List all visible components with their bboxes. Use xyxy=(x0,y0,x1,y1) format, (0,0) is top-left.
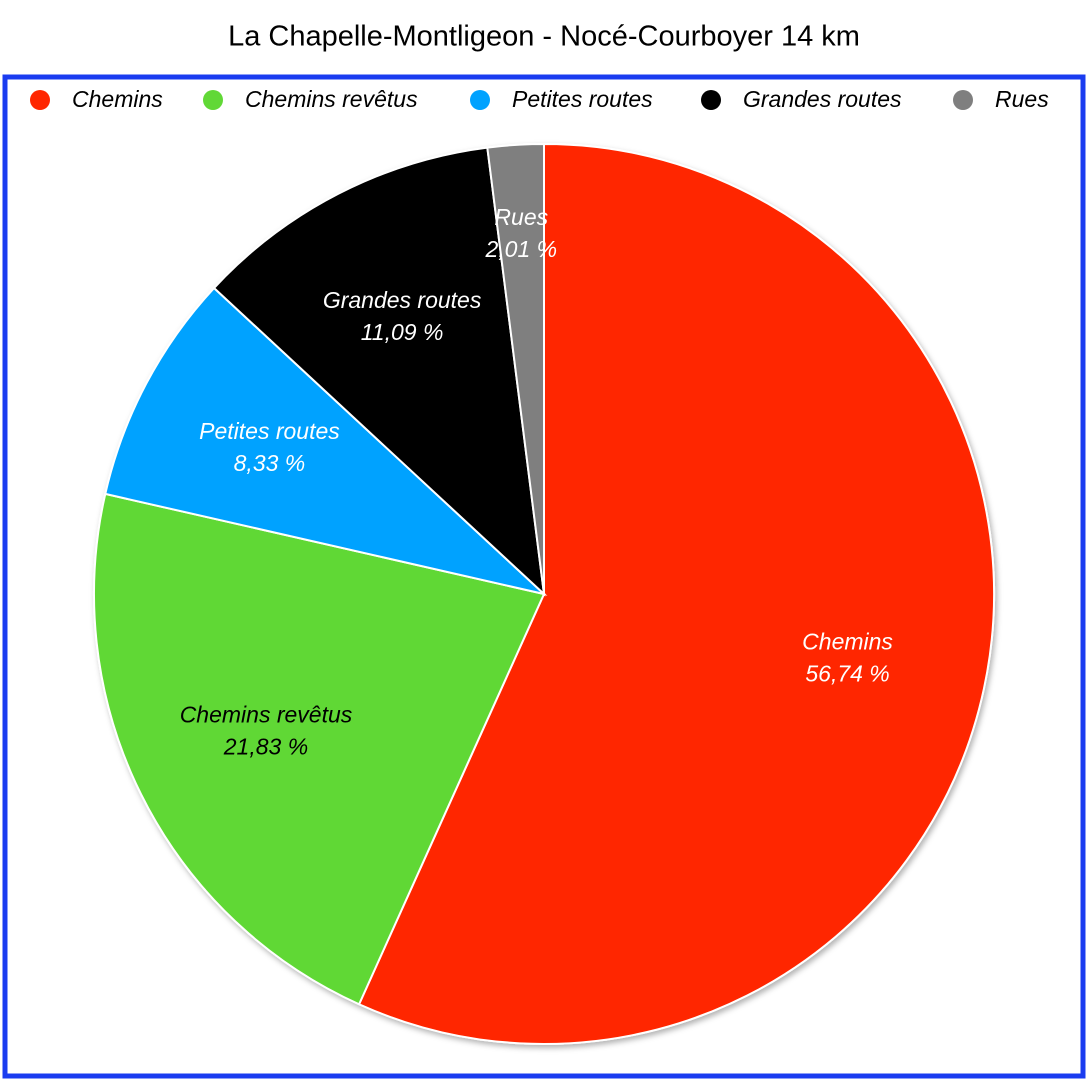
slice-value: 2,01 % xyxy=(484,236,557,262)
slice-label: Grandes routes xyxy=(323,287,482,313)
legend-marker xyxy=(30,90,50,110)
legend-label: Chemins xyxy=(72,86,163,112)
legend-label: Chemins revêtus xyxy=(245,86,418,112)
legend-label: Petites routes xyxy=(512,86,653,112)
pie-slice xyxy=(104,286,548,596)
legend-marker xyxy=(470,90,490,110)
slice-value: 11,09 % xyxy=(361,319,444,345)
pie-slice xyxy=(93,492,546,1006)
legend-label: Grandes routes xyxy=(743,86,902,112)
slice-label: Petites routes xyxy=(199,418,340,444)
legend-marker xyxy=(203,90,223,110)
slice-value: 21,83 % xyxy=(223,733,308,759)
slice-value: 56,74 % xyxy=(805,660,889,686)
pie xyxy=(93,142,995,1045)
slice-label: Rues xyxy=(494,204,548,230)
pie-slice xyxy=(357,142,995,1045)
legend-marker xyxy=(953,90,973,110)
chart-title: La Chapelle-Montligeon - Nocé-Courboyer … xyxy=(228,21,860,53)
slice-value: 8,33 % xyxy=(234,450,306,476)
slice-label: Chemins xyxy=(802,628,893,654)
pie-slice xyxy=(212,146,546,597)
legend-label: Rues xyxy=(995,86,1049,112)
slice-label: Chemins revêtus xyxy=(180,701,353,727)
legend-marker xyxy=(701,90,721,110)
pie-slice xyxy=(486,142,545,595)
